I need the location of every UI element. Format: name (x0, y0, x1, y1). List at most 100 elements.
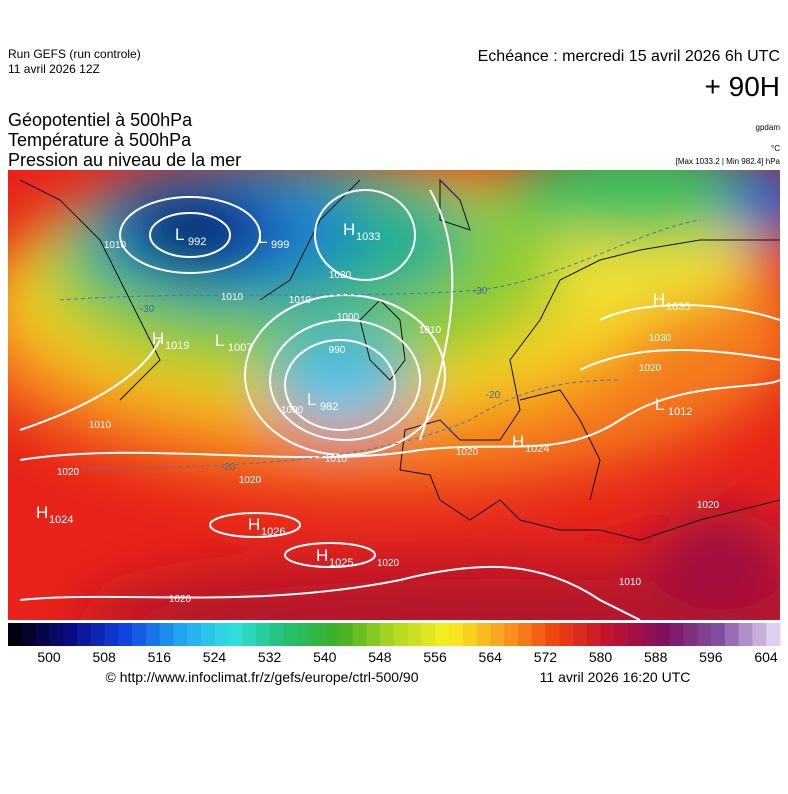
isobar-label: 1010 (104, 240, 127, 251)
colorbar-swatch (311, 623, 326, 646)
colorbar-swatch (545, 623, 560, 646)
isobar-label: 1010 (289, 295, 312, 306)
center-pressure: 1024 (525, 443, 549, 455)
colorbar-swatch (407, 623, 423, 646)
lead-time: + 90H (705, 71, 781, 102)
isobar-label: 1010 (89, 420, 112, 431)
isobar-label: 1020 (239, 475, 262, 486)
source: © http://www.infoclimat.fr/z/gefs/europe… (105, 669, 418, 685)
unit: [Max 1033.2 | Min 982.4] hPa (676, 157, 781, 166)
colorbar-swatch (173, 623, 188, 646)
colorbar-swatch (352, 623, 367, 646)
title: Température à 500hPa (8, 130, 192, 150)
isobar-label: 1020 (456, 447, 479, 458)
isobar-label: 1010 (221, 292, 244, 303)
center-kind: H (512, 432, 524, 451)
center-kind: H (152, 329, 164, 348)
colorbar-swatch (380, 623, 395, 646)
colorbar-swatch (421, 623, 436, 646)
colorbar-swatch (697, 623, 712, 646)
colorbar-label: 532 (258, 649, 282, 665)
colorbar-swatch (738, 623, 753, 646)
center-kind: H (36, 503, 48, 522)
colorbar-swatch (90, 623, 105, 646)
colorbar-swatch (242, 623, 257, 646)
colorbar-swatch (614, 623, 629, 646)
run-date: 11 avril 2026 12Z (8, 62, 100, 76)
colorbar-swatch (187, 623, 202, 646)
center-kind: L (258, 228, 267, 247)
isobar-label: 1010 (325, 454, 348, 465)
colorbar-swatch (76, 623, 92, 646)
colorbar-label: 564 (479, 649, 503, 665)
colorbar-swatch (118, 623, 133, 646)
colorbar-swatch (642, 623, 657, 646)
colorbar-swatch (338, 623, 354, 646)
colorbar-label: 572 (534, 649, 558, 665)
colorbar-swatch (269, 623, 285, 646)
colorbar-label: 548 (368, 649, 392, 665)
center-pressure: 982 (320, 401, 338, 413)
isobar-label: 990 (329, 345, 346, 356)
colorbar-swatch (655, 623, 671, 646)
colorbar-swatch (145, 623, 161, 646)
center-pressure: 999 (271, 239, 289, 251)
colorbar-swatch (462, 623, 478, 646)
generated-time: 11 avril 2026 16:20 UTC (540, 669, 691, 685)
center-kind: L (175, 225, 184, 244)
colorbar-label: 580 (589, 649, 613, 665)
colorbar-swatch (366, 623, 381, 646)
center-kind: H (653, 290, 665, 309)
center-pressure: 1007 (228, 342, 252, 354)
isobar-label: 1000 (281, 405, 304, 416)
center-pressure: 1026 (261, 526, 285, 538)
unit: °C (771, 144, 780, 153)
colorbar-swatch (573, 623, 588, 646)
center-pressure: 1019 (165, 340, 189, 352)
center-pressure: 1033 (356, 231, 380, 243)
colorbar-swatch (63, 623, 78, 646)
center-kind: L (215, 331, 224, 350)
colorbar-swatch (600, 623, 616, 646)
temperature-label: -30 (140, 304, 155, 315)
colorbar-swatch (132, 623, 147, 646)
colorbar-swatch (159, 623, 174, 646)
colorbar-label: 516 (148, 649, 172, 665)
colorbar-swatch (449, 623, 464, 646)
colorbar-swatch (104, 623, 119, 646)
isobar-label: 1020 (639, 363, 662, 374)
isobar-label: 1000 (337, 312, 360, 323)
colorbar-swatch (21, 623, 37, 646)
center-pressure: 1012 (668, 406, 692, 418)
colorbar-label: 508 (92, 649, 116, 665)
colorbar-swatch (35, 623, 50, 646)
center-kind: L (655, 395, 664, 414)
center-kind: H (343, 220, 355, 239)
temperature-label: -20 (486, 390, 501, 401)
center-pressure: 992 (188, 236, 206, 248)
isobar-label: 1020 (329, 270, 352, 281)
isobar-label: 1030 (649, 333, 672, 344)
colorbar-swatch (504, 623, 519, 646)
colorbar-swatch (724, 623, 740, 646)
colorbar-label: 540 (313, 649, 337, 665)
colorbar-swatch (49, 623, 64, 646)
colorbar-swatch (752, 623, 767, 646)
colorbar-swatch (683, 623, 698, 646)
colorbar-swatch (490, 623, 505, 646)
colorbar-swatch (325, 623, 340, 646)
center-pressure: 1035 (666, 301, 690, 313)
colorbar-swatch (476, 623, 491, 646)
isobar-label: 1020 (697, 500, 720, 511)
colorbar-swatch (201, 623, 216, 646)
colorbar-label: 556 (423, 649, 447, 665)
colorbar-label: 524 (203, 649, 227, 665)
colorbar-label: 588 (644, 649, 668, 665)
colorbar-swatch (297, 623, 312, 646)
isobar-label: 1020 (57, 467, 80, 478)
colorbar-swatch (214, 623, 230, 646)
center-kind: H (248, 515, 260, 534)
temperature-label: -30 (473, 286, 488, 297)
colorbar-swatch (669, 623, 684, 646)
